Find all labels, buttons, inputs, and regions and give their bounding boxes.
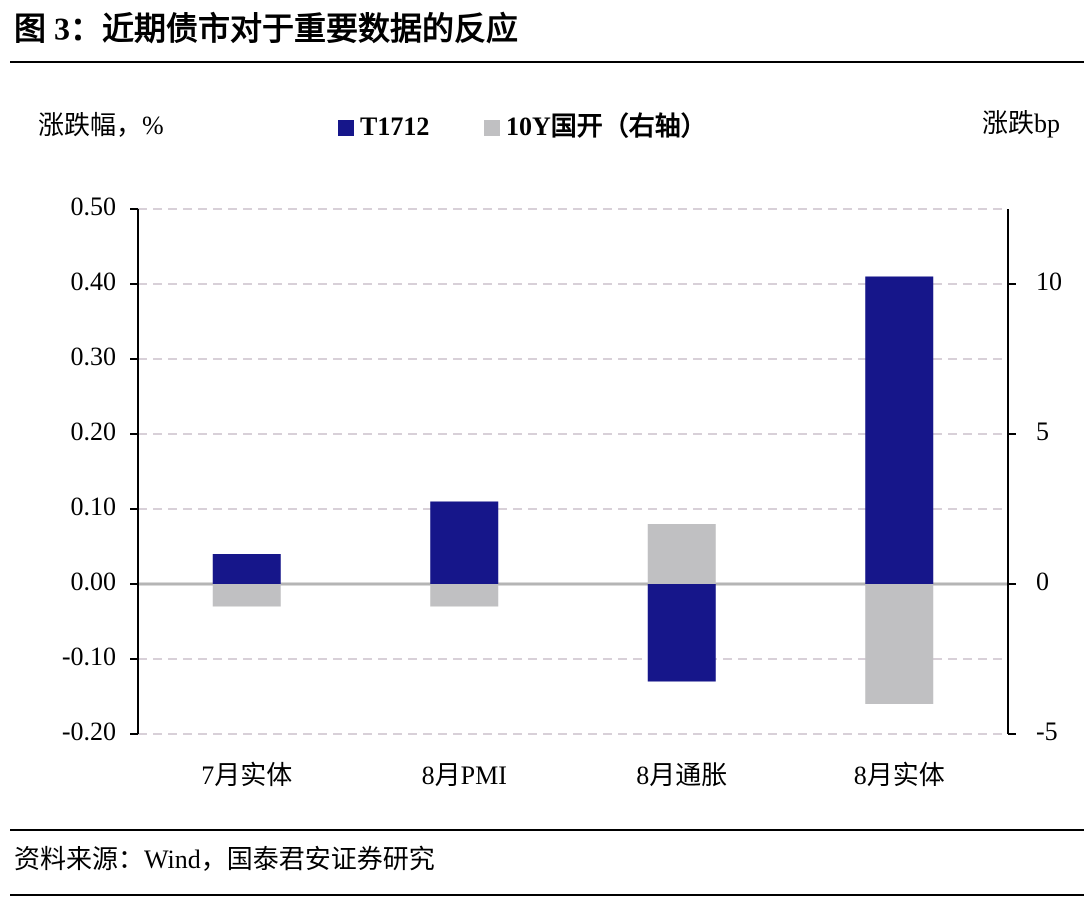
- source-note: 资料来源：Wind，国泰君安证券研究: [14, 845, 435, 874]
- x-tick-label: 8月PMI: [422, 761, 507, 790]
- bar: [865, 276, 934, 584]
- y2-axis-label: 涨跌bp: [982, 109, 1060, 138]
- y2-tick-label: 10: [1036, 267, 1062, 296]
- x-tick-label: 7月实体: [201, 761, 292, 790]
- y-tick-label: -0.20: [62, 717, 116, 746]
- legend-swatch: [338, 120, 354, 136]
- bar: [647, 584, 716, 682]
- y2-tick-label: 5: [1036, 417, 1049, 446]
- y-tick-label: -0.10: [62, 642, 116, 671]
- legend-swatch: [484, 120, 500, 136]
- chart-title: 图 3：近期债市对于重要数据的反应: [14, 10, 518, 46]
- bar: [212, 554, 281, 584]
- bar: [865, 584, 934, 704]
- x-tick-label: 8月通胀: [636, 761, 727, 790]
- bar: [647, 524, 716, 584]
- bar: [212, 584, 281, 607]
- y-tick-label: 0.30: [71, 342, 117, 371]
- y-tick-label: 0.40: [71, 267, 117, 296]
- y2-tick-label: -5: [1036, 717, 1058, 746]
- legend-label: 10Y国开（右轴）: [506, 112, 707, 141]
- legend-label: T1712: [360, 112, 429, 141]
- y-tick-label: 0.10: [71, 492, 117, 521]
- y-axis-label: 涨跌幅，%: [38, 111, 164, 140]
- y-tick-label: 0.50: [71, 192, 117, 221]
- bar: [430, 501, 499, 584]
- x-tick-label: 8月实体: [854, 761, 945, 790]
- bar: [430, 584, 499, 607]
- y-tick-label: 0.00: [71, 567, 117, 596]
- y2-tick-label: 0: [1036, 567, 1049, 596]
- y-tick-label: 0.20: [71, 417, 117, 446]
